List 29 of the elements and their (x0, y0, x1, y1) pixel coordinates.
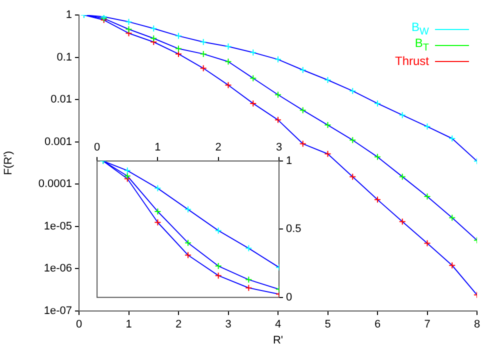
y-tick-label: 1e-07 (44, 305, 72, 318)
x-tick-label: 6 (374, 318, 381, 331)
x-tick-label: 3 (276, 141, 282, 154)
y-tick-label: 1e-05 (44, 220, 72, 232)
x-tick-label: 1 (154, 141, 161, 154)
y-tick-label: 0.01 (50, 94, 72, 106)
x-tick-label: 8 (474, 318, 480, 331)
y-tick-label: 0.0001 (38, 178, 72, 190)
x-tick-label: 0 (94, 141, 100, 154)
x-axis-title: R' (272, 334, 284, 346)
y-axis-title: F(R') (2, 150, 15, 176)
x-tick-label: 7 (424, 318, 430, 331)
legend-label: Thrust (394, 54, 429, 68)
x-tick-label: 2 (215, 141, 222, 154)
y-tick-label: 1 (66, 9, 72, 22)
x-tick-label: 2 (175, 318, 182, 331)
x-tick-label: 1 (126, 318, 132, 331)
x-tick-label: 5 (324, 318, 331, 331)
x-tick-label: 0 (76, 318, 82, 331)
x-tick-label: 3 (225, 318, 232, 331)
y-tick-label: 0.1 (56, 51, 72, 64)
x-tick-label: 4 (274, 318, 282, 331)
legend-label: B$_{W}$ (412, 20, 429, 38)
legend-label: B$_{T}$ (414, 36, 429, 54)
y-tick-label: 1 (286, 155, 292, 168)
y-tick-label: 0 (286, 291, 292, 304)
y-tick-label: 0.001 (44, 136, 72, 148)
y-tick-label: 0.5 (286, 223, 302, 236)
y-tick-label: 1e-06 (44, 262, 72, 275)
